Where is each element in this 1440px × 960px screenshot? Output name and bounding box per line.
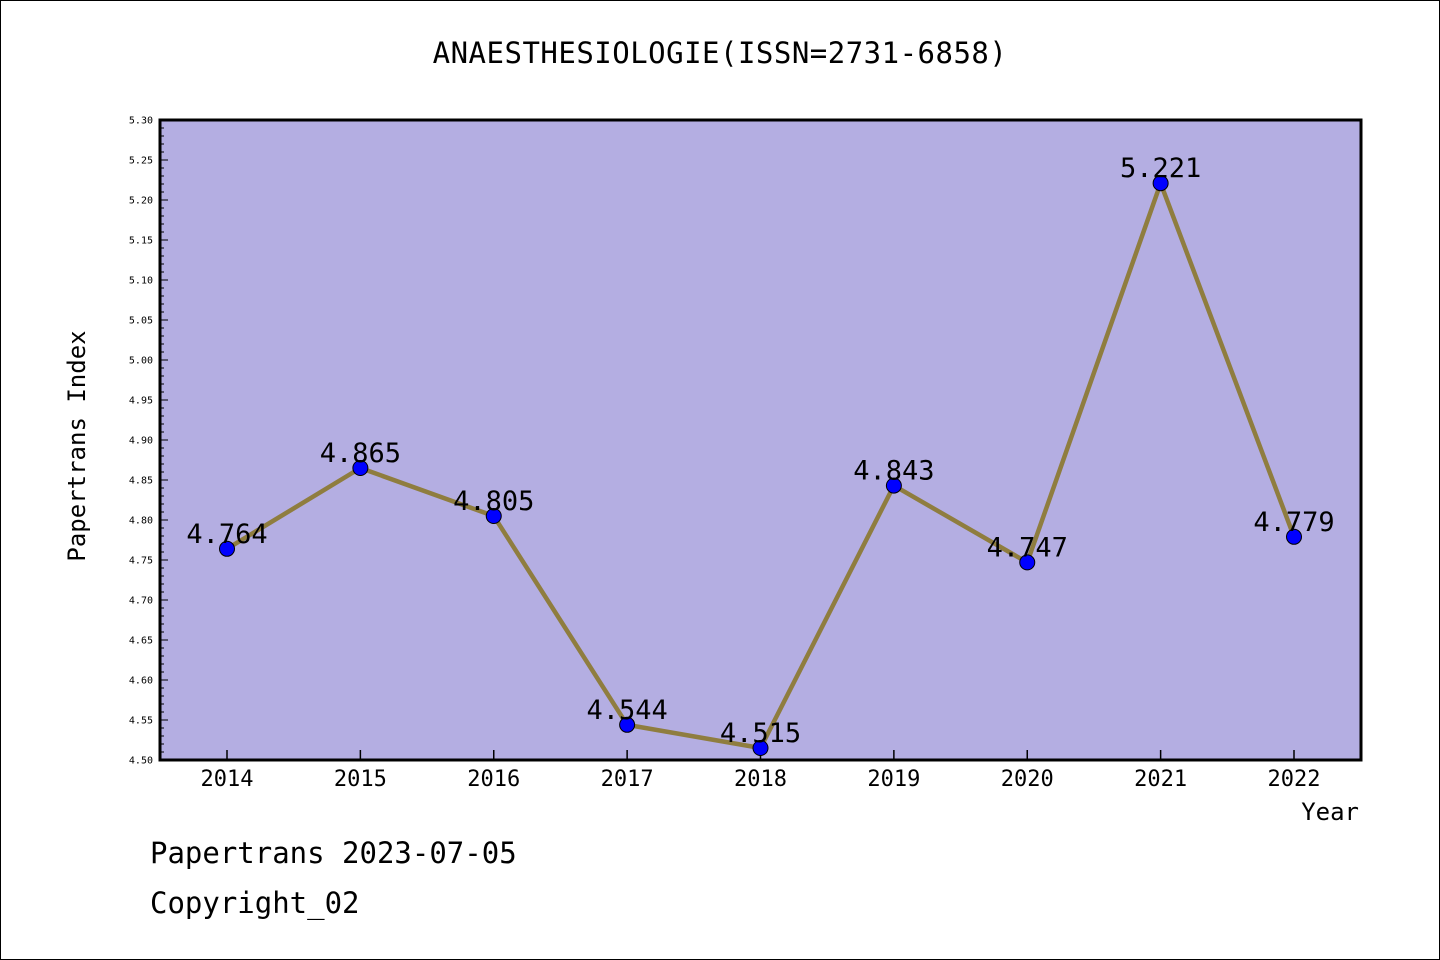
data-label: 4.544 — [586, 695, 667, 726]
data-labels-group: 4.764 4.865 4.805 4.544 4.515 4.843 4.747 5.221… — [186, 153, 1334, 749]
plot-border — [158, 118, 1363, 762]
x-axis-label: Year — [1301, 798, 1359, 826]
y-tick-label: 5.00 — [129, 356, 153, 367]
y-tick-label: 5.15 — [129, 236, 153, 247]
data-label: 4.843 — [853, 456, 934, 487]
data-label: 4.865 — [320, 438, 401, 469]
y-axis-label: Papertrans Index — [63, 330, 91, 561]
y-tick-label: 5.10 — [129, 276, 153, 287]
data-label: 4.779 — [1253, 507, 1334, 538]
y-tick-label: 4.65 — [129, 636, 153, 647]
y-tick-label: 4.85 — [129, 476, 153, 487]
x-tick-label: 2015 — [334, 767, 387, 792]
x-tick-label: 2014 — [201, 767, 254, 792]
data-point — [619, 716, 636, 733]
data-point — [485, 508, 502, 524]
series-group — [219, 175, 1302, 756]
data-point — [219, 540, 235, 557]
y-tick-label: 5.05 — [129, 316, 153, 327]
x-axis-ticks: 2014 2015 2016 2017 2018 2019 2020 2021 2022 — [201, 750, 1321, 792]
y-tick-label: 4.70 — [129, 596, 153, 607]
y-tick-label: 4.95 — [129, 396, 153, 407]
y-tick-label: 5.25 — [129, 156, 153, 167]
y-tick-label: 4.55 — [129, 716, 153, 727]
y-tick-label: 4.50 — [129, 756, 153, 767]
y-axis-ticks: 4.50 4.55 4.60 4.65 4.70 4.75 4.80 4.85 4.90 4.95… — [129, 116, 168, 767]
y-tick-label: 4.80 — [129, 516, 153, 527]
chart-title: ANAESTHESIOLOGIE(ISSN=2731-6858) — [432, 36, 1008, 70]
x-tick-label: 2022 — [1268, 767, 1321, 792]
data-point — [1152, 175, 1169, 192]
y-tick-label: 4.75 — [129, 556, 153, 567]
data-point — [885, 477, 902, 494]
y-tick-label: 4.60 — [129, 676, 153, 687]
data-point — [352, 460, 369, 476]
y-tick-label: 5.20 — [129, 196, 153, 207]
plot-area — [160, 120, 1361, 760]
data-point — [1286, 528, 1302, 545]
y-tick-label: 4.90 — [129, 436, 153, 447]
y-tick-label: 5.30 — [129, 116, 153, 127]
x-tick-label: 2016 — [467, 767, 520, 792]
data-point — [752, 740, 769, 756]
data-label: 4.805 — [453, 486, 534, 517]
data-label: 4.764 — [186, 519, 267, 550]
data-label: 5.221 — [1120, 153, 1201, 184]
x-tick-label: 2017 — [601, 767, 654, 792]
x-tick-label: 2019 — [867, 767, 920, 792]
x-tick-label: 2021 — [1134, 767, 1187, 792]
x-tick-label: 2018 — [734, 767, 787, 792]
footer-date: Papertrans 2023-07-05 — [150, 836, 517, 870]
footer-copyright: Copyright_02 — [150, 886, 360, 920]
data-point — [1019, 554, 1036, 571]
data-label: 4.747 — [987, 532, 1068, 563]
data-label: 4.515 — [720, 718, 801, 749]
x-tick-label: 2020 — [1001, 767, 1054, 792]
